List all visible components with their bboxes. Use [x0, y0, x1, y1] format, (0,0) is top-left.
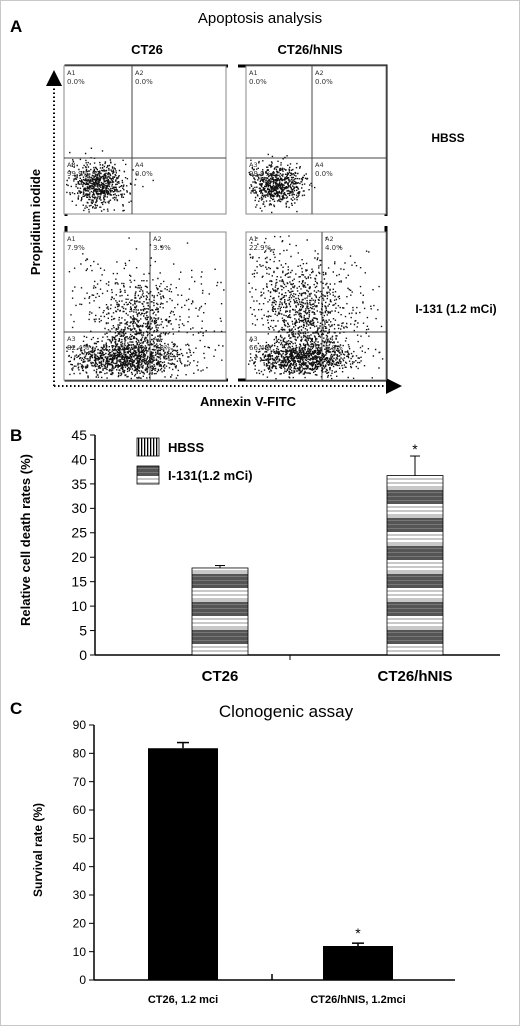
chart-b-y-tick-label: 25	[71, 525, 87, 541]
flow-plots: A10.0%A20.0%A399.9%A40.0%A10.0%A20.0%A39…	[63, 65, 387, 381]
quadrant-percent: 0.0%	[249, 78, 267, 86]
quadrant-code: A2	[315, 69, 324, 77]
chart-b-y-tick-label: 0	[79, 647, 87, 663]
panel-a: A Apoptosis analysis CT26 CT26/hNIS HBSS…	[10, 10, 497, 409]
panel-b-y-axis-label: Relative cell death rates (%)	[18, 454, 33, 626]
chart-c-y-tick-label: 90	[73, 718, 87, 732]
quadrant-code: A4	[325, 335, 334, 343]
panel-c-title: Clonogenic assay	[219, 702, 354, 721]
quadrant-code: A3	[67, 161, 76, 169]
chart-b-category-label: CT26	[202, 668, 239, 685]
chart-b-legend-label: I-131(1.2 mCi)	[168, 468, 253, 483]
row-label-i131: I-131 (1.2 mCi)	[415, 302, 496, 316]
chart-b-legend: HBSS I-131(1.2 mCi)	[136, 437, 253, 485]
quadrant-percent: 0.0%	[67, 78, 85, 86]
chart-c-y-tick-label: 80	[73, 747, 87, 761]
chart-c-y-tick-label: 30	[73, 888, 87, 902]
chart-b-legend-swatch	[136, 437, 160, 457]
y-axis-label-pi: Propidium iodide	[28, 169, 43, 275]
quadrant-percent: 6.8%	[325, 344, 343, 352]
chart-b-y-tick-label: 5	[79, 622, 87, 638]
column-header-ct26-hnis: CT26/hNIS	[277, 42, 342, 57]
quadrant-percent: 99.9%	[249, 170, 272, 178]
quadrant-percent: 0.0%	[315, 78, 333, 86]
quadrant-code: A3	[67, 335, 76, 343]
chart-b-significance-mark: *	[412, 441, 418, 457]
quadrant-code: A4	[153, 335, 162, 343]
quadrant-percent: 66.4%	[249, 344, 272, 352]
chart-b: 0 5 10 15 20 25 30 35 40 45 CT26 CT26/hNIS *	[71, 427, 500, 685]
quadrant-percent: 82.4%	[67, 344, 90, 352]
quadrant-percent: 99.9%	[67, 170, 90, 178]
quadrant-code: A3	[249, 335, 258, 343]
chart-c-bar	[323, 946, 393, 980]
chart-b-bar	[386, 475, 444, 656]
chart-b-y-tick-label: 15	[71, 574, 87, 590]
chart-b-legend-label: HBSS	[168, 440, 204, 455]
chart-c-y-tick-label: 60	[73, 803, 87, 817]
panel-c: C Clonogenic assay Survival rate (%) 0 10…	[10, 699, 455, 1006]
chart-b-y-tick-label: 20	[71, 549, 87, 565]
panel-a-title: Apoptosis analysis	[198, 10, 322, 27]
quadrant-code: A1	[67, 69, 76, 77]
quadrant-percent: 0.0%	[315, 170, 333, 178]
panel-c-y-axis-label: Survival rate (%)	[31, 803, 45, 897]
chart-c-category-label: CT26/hNIS, 1.2mci	[310, 994, 405, 1006]
chart-b-y-tick-label: 30	[71, 500, 87, 516]
quadrant-percent: 4.0%	[325, 244, 343, 252]
quadrant-percent: 22.9%	[249, 244, 272, 252]
chart-b-y-tick-label: 35	[71, 476, 87, 492]
quadrant-code: A1	[249, 69, 258, 77]
quadrant-code: A1	[67, 235, 76, 243]
chart-c-category-label: CT26, 1.2 mci	[148, 994, 218, 1006]
quadrant-percent: 5.8%	[153, 344, 171, 352]
quadrant-code: A2	[135, 69, 144, 77]
chart-c-y-tick-label: 50	[73, 832, 87, 846]
quadrant-code: A4	[135, 161, 144, 169]
chart-b-y-tick-label: 45	[71, 427, 87, 443]
chart-b-y-tick-label: 10	[71, 598, 87, 614]
quadrant-code: A2	[153, 235, 162, 243]
flow-events	[66, 147, 154, 213]
chart-c: 0 10 20 30 40 50 60 70 80 90 CT26, 1.2 mci CT26/hNI…	[73, 718, 455, 1006]
x-axis-label-annexin: Annexin V-FITC	[200, 394, 297, 409]
quadrant-code: A2	[325, 235, 334, 243]
plot-separator-horizontal	[62, 216, 392, 226]
panel-b-letter: B	[10, 426, 22, 445]
quadrant-code: A3	[249, 161, 258, 169]
chart-c-y-tick-label: 40	[73, 860, 87, 874]
chart-b-legend-swatch	[136, 465, 160, 485]
flow-events	[66, 237, 225, 380]
chart-c-y-tick-label: 70	[73, 775, 87, 789]
panel-a-letter: A	[10, 17, 22, 36]
quadrant-percent: 0.0%	[135, 78, 153, 86]
quadrant-percent: 7.9%	[67, 244, 85, 252]
panel-c-letter: C	[10, 699, 22, 718]
chart-b-y-tick-label: 40	[71, 451, 87, 467]
quadrant-code: A4	[315, 161, 324, 169]
chart-c-y-tick-label: 0	[79, 973, 86, 987]
chart-c-bar	[148, 748, 218, 980]
quadrant-percent: 3.9%	[153, 244, 171, 252]
flow-events	[248, 153, 316, 214]
chart-b-bar	[191, 567, 249, 656]
row-label-hbss: HBSS	[431, 131, 464, 145]
chart-c-y-tick-label: 10	[73, 945, 87, 959]
chart-c-significance-mark: *	[355, 925, 361, 941]
quadrant-percent: 0.0%	[135, 170, 153, 178]
chart-b-category-label: CT26/hNIS	[377, 668, 452, 685]
column-header-ct26: CT26	[131, 42, 163, 57]
chart-c-y-tick-label: 20	[73, 917, 87, 931]
flow-events	[248, 235, 384, 380]
panel-b: B Relative cell death rates (%) 0 5 10 15 20…	[10, 426, 500, 685]
quadrant-code: A1	[249, 235, 258, 243]
